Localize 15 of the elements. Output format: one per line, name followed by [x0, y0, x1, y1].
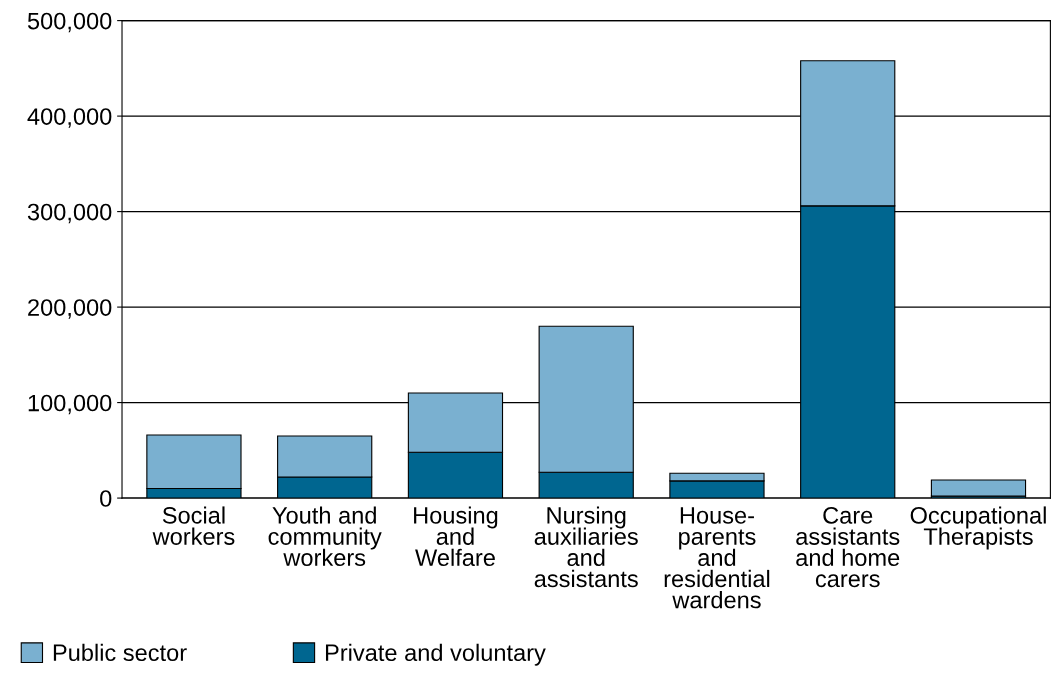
y-tick-label: 400,000 — [27, 108, 112, 128]
y-tick-label: 0 — [100, 490, 112, 507]
legend-label: Public sector — [53, 643, 187, 662]
y-tick-label: 500,000 — [27, 12, 112, 33]
x-tick-label: Social workers — [152, 506, 235, 545]
x-tick-label: House- parents and residential wardens — [664, 507, 770, 609]
y-tick-label: 100,000 — [28, 394, 112, 415]
x-tick-label: Care assistants and home carers — [796, 507, 900, 588]
x-tick-label: Occupational Therapists — [910, 506, 1046, 550]
x-tick-label: Housing and Welfare — [414, 506, 498, 567]
x-tick-label: Nursing auxiliaries and assistants — [534, 506, 638, 588]
legend-label: Private and voluntary — [325, 643, 546, 666]
x-tick-label: Youth and community workers — [268, 506, 382, 567]
y-tick-label: 200,000 — [28, 299, 112, 319]
y-tick-label: 300,000 — [27, 203, 112, 224]
